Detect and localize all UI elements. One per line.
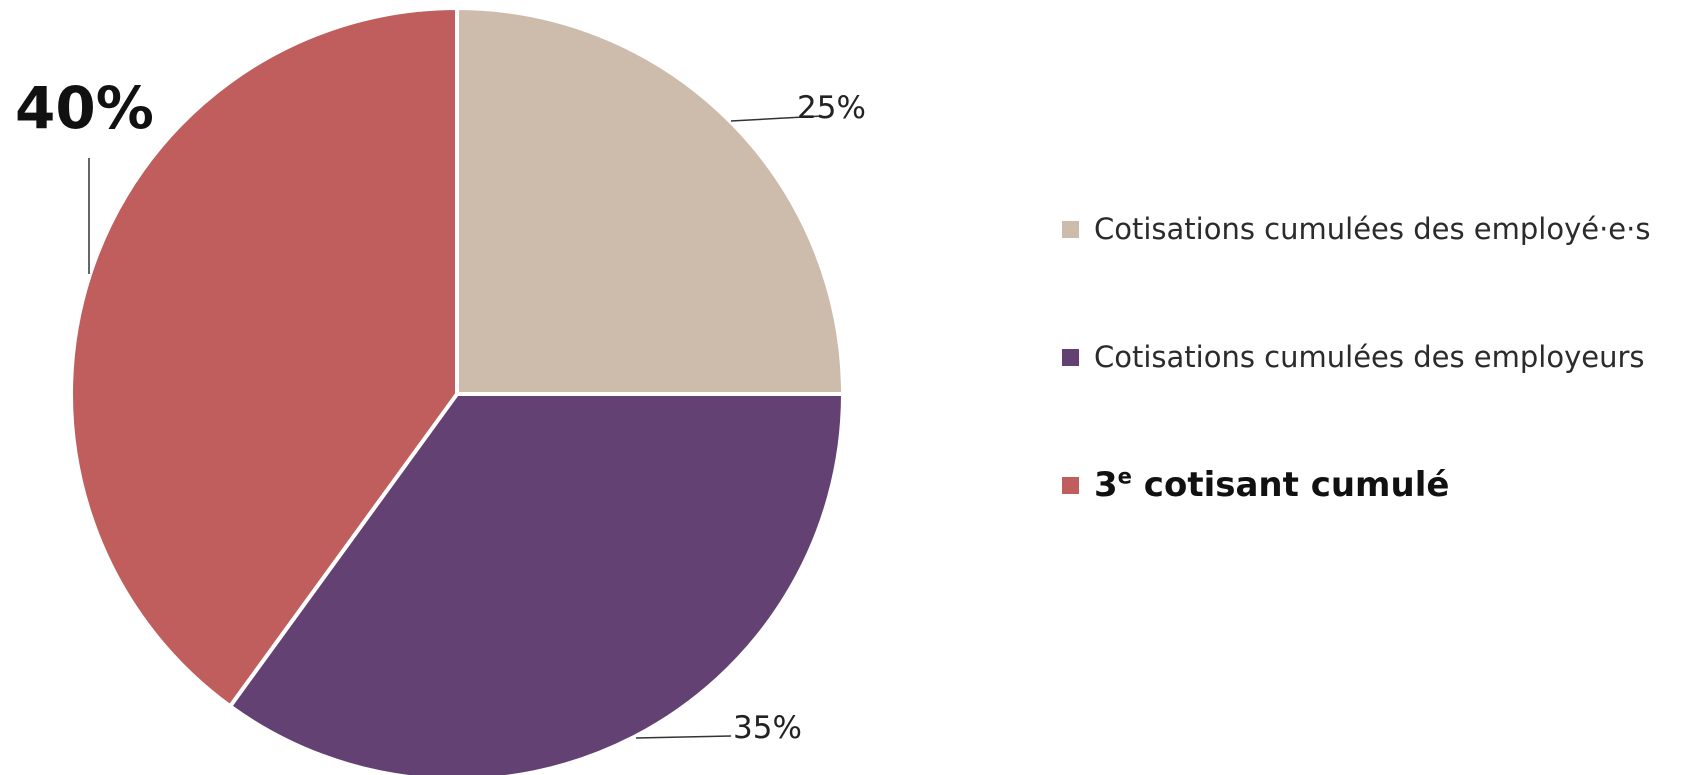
data-label-employes: 25% <box>797 90 866 126</box>
pie-slice-employeurs <box>228 392 845 775</box>
data-label-employeurs: 35% <box>733 710 802 746</box>
pie-slice-troisieme-cotisant <box>69 6 459 709</box>
pie-slices <box>69 6 845 775</box>
legend-item-troisieme-cotisant: 3e cotisant cumulé <box>1062 464 1672 506</box>
data-labels: 25% 35% 40% <box>15 74 866 746</box>
leader-line-employeurs <box>635 735 732 739</box>
chart-legend: Cotisations cumulées des employé·e·s Cot… <box>1062 208 1672 592</box>
legend-swatch-employeurs <box>1062 348 1079 366</box>
legend-swatch-troisieme-cotisant <box>1062 476 1079 494</box>
legend-item-employes: Cotisations cumulées des employé·e·s <box>1062 208 1672 250</box>
leader-line-employes <box>730 115 823 122</box>
legend-label-troisieme-cotisant: 3e cotisant cumulé <box>1094 463 1450 505</box>
legend-swatch-employes <box>1062 220 1079 238</box>
data-label-troisieme-cotisant: 40% <box>15 74 154 142</box>
leader-lines <box>88 115 823 739</box>
legend-label-employeurs: Cotisations cumulées des employeurs <box>1094 340 1645 374</box>
legend-label-employes: Cotisations cumulées des employé·e·s <box>1094 212 1651 246</box>
pie-slice-employes <box>455 6 845 396</box>
legend-item-employeurs: Cotisations cumulées des employeurs <box>1062 336 1672 378</box>
